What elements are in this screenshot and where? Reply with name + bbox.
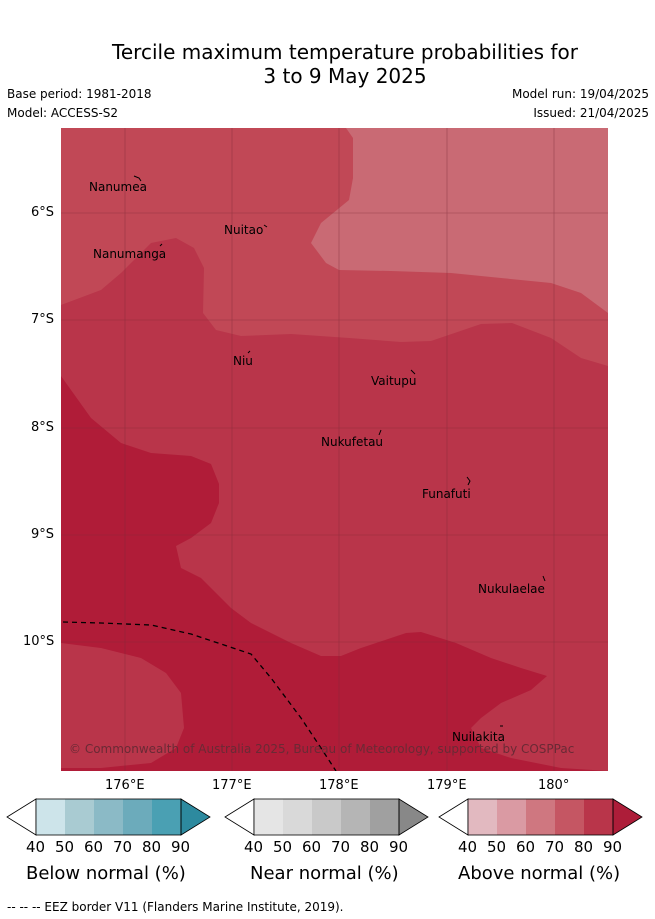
model-name: Model: ACCESS-S2 bbox=[7, 106, 119, 120]
colorbar-below-right-extend bbox=[180, 798, 211, 836]
issued-date: Issued: 21/04/2025 bbox=[533, 106, 649, 120]
cb-near-tick-60: 60 bbox=[302, 838, 322, 856]
colorbar-near-swatch-3 bbox=[341, 799, 370, 835]
colorbar-above-swatch-0 bbox=[468, 799, 497, 835]
cb-below-tick-70: 70 bbox=[113, 838, 133, 856]
cb-near-tick-50: 50 bbox=[273, 838, 293, 856]
colorbar-above-swatch-3 bbox=[555, 799, 584, 835]
cb-above-tick-90: 90 bbox=[603, 838, 623, 856]
lon-tick-180: 180° bbox=[538, 778, 570, 793]
eez-footnote: -- -- -- EEZ border V11 (Flanders Marine… bbox=[7, 900, 344, 914]
cb-above-tick-50: 50 bbox=[487, 838, 507, 856]
island-mark-nukulaelae bbox=[542, 575, 546, 582]
copyright-notice: © Commonwealth of Australia 2025, Bureau… bbox=[69, 742, 575, 756]
colorbar-title-near: Near normal (%) bbox=[250, 863, 399, 884]
eez-border bbox=[62, 621, 337, 771]
colorbar-near-swatch-4 bbox=[370, 799, 399, 835]
colorbar-near-left-extend bbox=[224, 798, 255, 836]
colorbar-below-swatch-4 bbox=[152, 799, 181, 835]
colorbar-below-swatch-3 bbox=[123, 799, 152, 835]
title-line-2: 3 to 9 May 2025 bbox=[263, 64, 427, 88]
cb-below-tick-40: 40 bbox=[26, 838, 46, 856]
cb-above-tick-70: 70 bbox=[545, 838, 565, 856]
cb-below-tick-50: 50 bbox=[55, 838, 75, 856]
colorbar-below-left-extend bbox=[6, 798, 37, 836]
colorbar-above-normal bbox=[438, 798, 643, 836]
colorbar-above-right-extend bbox=[612, 798, 643, 836]
cb-near-tick-90: 90 bbox=[389, 838, 409, 856]
colorbar-near-swatch-2 bbox=[312, 799, 341, 835]
island-mark-niu bbox=[247, 350, 251, 354]
island-mark-funafuti bbox=[466, 476, 471, 486]
colorbar-below-swatch-0 bbox=[36, 799, 65, 835]
label-nanumanga: Nanumanga bbox=[93, 247, 167, 261]
colorbar-title-above: Above normal (%) bbox=[458, 863, 621, 884]
cb-near-tick-70: 70 bbox=[331, 838, 351, 856]
lat-tick-10s: 10°S bbox=[23, 634, 55, 649]
island-mark-vaitupu bbox=[410, 369, 416, 375]
colorbar-above-left-extend bbox=[438, 798, 469, 836]
colorbar-near-outline bbox=[253, 798, 400, 836]
lat-tick-8s: 8°S bbox=[31, 420, 55, 435]
colorbar-title-below: Below normal (%) bbox=[26, 863, 186, 884]
colorbars bbox=[6, 798, 643, 836]
lon-tick-178e: 178°E bbox=[319, 778, 359, 793]
cb-near-tick-40: 40 bbox=[244, 838, 264, 856]
cb-below-tick-80: 80 bbox=[142, 838, 162, 856]
label-nanumea: Nanumea bbox=[89, 180, 147, 194]
cb-above-tick-80: 80 bbox=[574, 838, 594, 856]
label-nuilakita: Nuilakita bbox=[452, 730, 505, 744]
cb-above-tick-60: 60 bbox=[516, 838, 536, 856]
cb-below-tick-90: 90 bbox=[171, 838, 191, 856]
colorbar-below-normal bbox=[6, 798, 211, 836]
label-funafuti: Funafuti bbox=[422, 487, 471, 501]
island-marks bbox=[133, 175, 546, 727]
colorbar-near-swatch-0 bbox=[254, 799, 283, 835]
colorbar-near-normal bbox=[224, 798, 429, 836]
label-nuitao: Nuitao bbox=[224, 223, 264, 237]
colorbar-near-swatch-1 bbox=[283, 799, 312, 835]
label-niu: Niu bbox=[233, 354, 253, 368]
band-80-90-lens bbox=[61, 643, 184, 768]
island-mark-nukufetau bbox=[378, 429, 382, 436]
map-title: Tercile maximum temperature probabilitie… bbox=[0, 40, 655, 88]
colorbar-above-swatch-4 bbox=[584, 799, 613, 835]
lon-tick-179e: 179°E bbox=[427, 778, 467, 793]
lon-tick-177e: 177°E bbox=[212, 778, 252, 793]
lon-tick-176e: 176°E bbox=[105, 778, 145, 793]
cb-near-tick-80: 80 bbox=[360, 838, 380, 856]
lat-tick-7s: 7°S bbox=[31, 312, 55, 327]
colorbar-near-right-extend bbox=[398, 798, 429, 836]
island-mark-nuitao bbox=[263, 224, 268, 228]
band-60-70 bbox=[311, 128, 608, 313]
graticule bbox=[61, 128, 608, 771]
label-nukufetau: Nukufetau bbox=[321, 435, 384, 449]
colorbar-above-outline bbox=[467, 798, 614, 836]
colorbar-below-swatch-2 bbox=[94, 799, 123, 835]
model-run: Model run: 19/04/2025 bbox=[511, 87, 649, 101]
label-vaitupu: Vaitupu bbox=[371, 374, 417, 388]
island-mark-nanumanga bbox=[159, 243, 163, 247]
colorbar-below-outline bbox=[35, 798, 182, 836]
label-nukulaelae: Nukulaelae bbox=[478, 582, 545, 596]
base-period: Base period: 1981-2018 bbox=[7, 87, 152, 101]
colorbar-above-swatch-1 bbox=[497, 799, 526, 835]
cb-below-tick-60: 60 bbox=[84, 838, 104, 856]
lat-tick-6s: 6°S bbox=[31, 205, 55, 220]
colorbar-below-swatch-1 bbox=[65, 799, 94, 835]
title-line-1: Tercile maximum temperature probabilitie… bbox=[112, 40, 578, 64]
cb-above-tick-40: 40 bbox=[458, 838, 478, 856]
probability-map bbox=[61, 128, 608, 771]
band-90-lower bbox=[61, 376, 608, 771]
lat-tick-9s: 9°S bbox=[31, 527, 55, 542]
colorbar-above-swatch-2 bbox=[526, 799, 555, 835]
island-mark-nanumea bbox=[133, 175, 142, 182]
